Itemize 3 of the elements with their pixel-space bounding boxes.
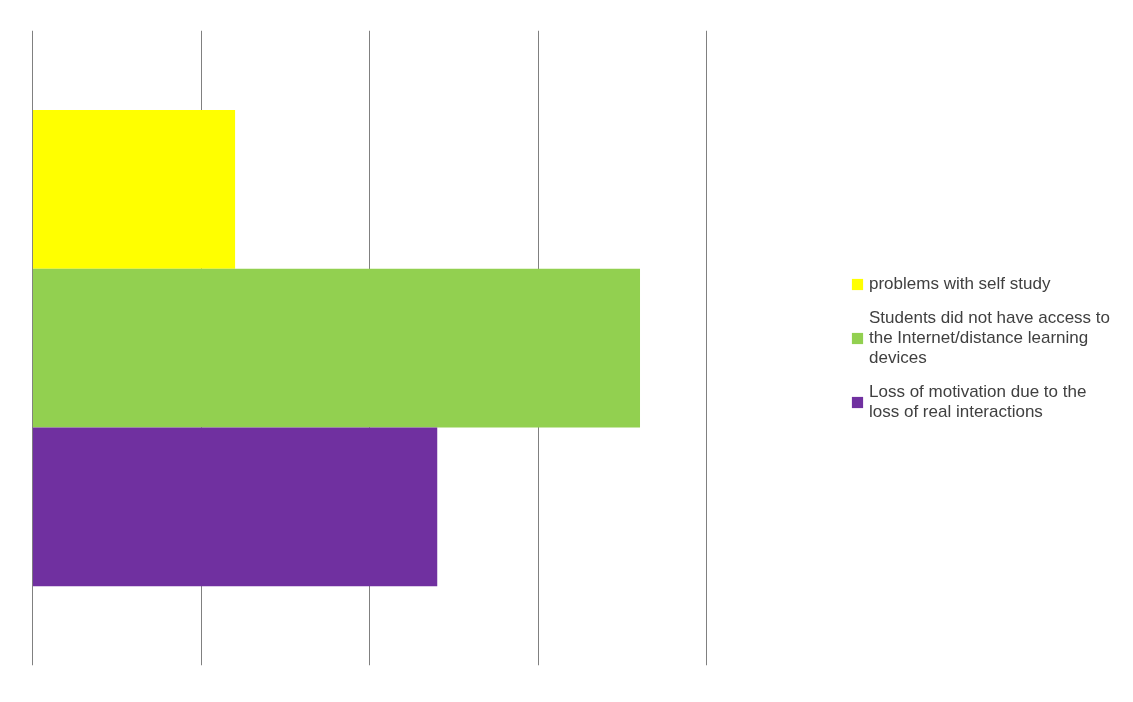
legend-label: Loss of motivation due to the loss of real interactions	[869, 381, 1087, 422]
legend-label: problems with self study	[869, 273, 1051, 294]
legend-label: Students did not have access to the Internet/distance learning devices	[869, 307, 1110, 368]
